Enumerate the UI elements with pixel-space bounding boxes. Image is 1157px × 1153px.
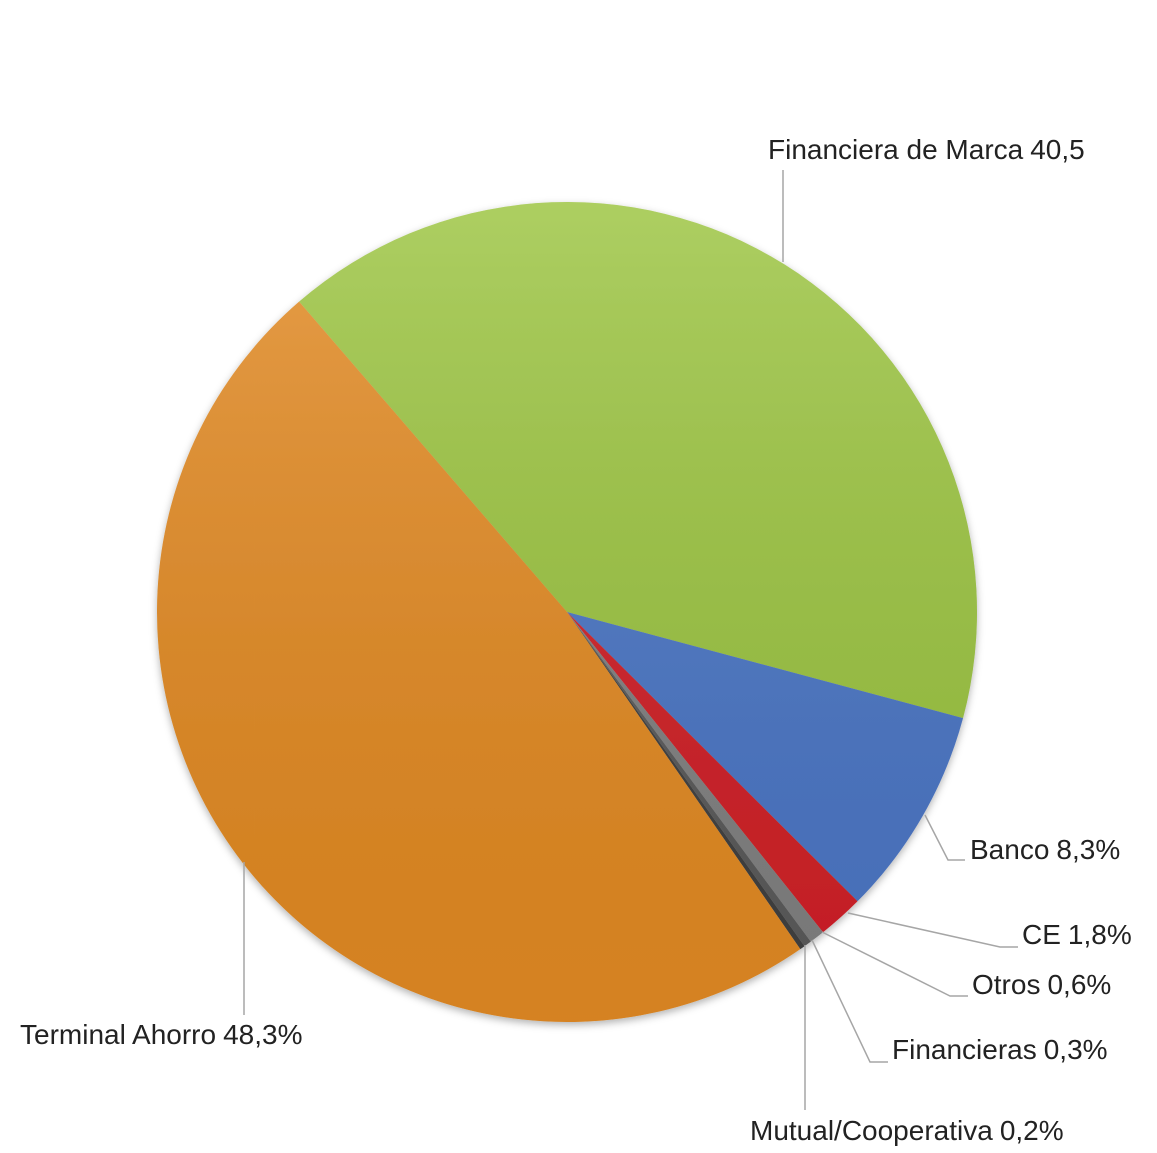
- leader-line: [811, 939, 888, 1063]
- data-label: Financieras 0,3%: [892, 1034, 1108, 1065]
- category-name: Mutual/Cooperativa: [750, 1115, 993, 1146]
- value-label: 0,3%: [1044, 1034, 1108, 1065]
- category-name: CE: [1022, 919, 1061, 950]
- data-label: Mutual/Cooperativa 0,2%: [750, 1115, 1064, 1146]
- leader-line: [847, 912, 1018, 948]
- data-label: Terminal Ahorro 48,3%: [20, 1019, 303, 1050]
- category-name: Financiera de Marca: [768, 134, 1024, 165]
- category-name: Otros: [972, 969, 1040, 1000]
- leader-line: [924, 814, 965, 861]
- value-label: 0,2%: [1000, 1115, 1064, 1146]
- category-name: Banco: [970, 834, 1049, 865]
- value-label: 0,6%: [1047, 969, 1111, 1000]
- data-label: CE 1,8%: [1022, 919, 1132, 950]
- category-name: Terminal Ahorro: [20, 1019, 216, 1050]
- value-label: 8,3%: [1056, 834, 1120, 865]
- value-label: 40,5: [1030, 134, 1085, 165]
- category-name: Financieras: [892, 1034, 1037, 1065]
- leader-line: [821, 931, 968, 997]
- data-label: Otros 0,6%: [972, 969, 1111, 1000]
- data-label: Financiera de Marca 40,5: [768, 134, 1085, 165]
- value-label: 48,3%: [223, 1019, 302, 1050]
- data-label: Banco 8,3%: [970, 834, 1120, 865]
- value-label: 1,8%: [1068, 919, 1132, 950]
